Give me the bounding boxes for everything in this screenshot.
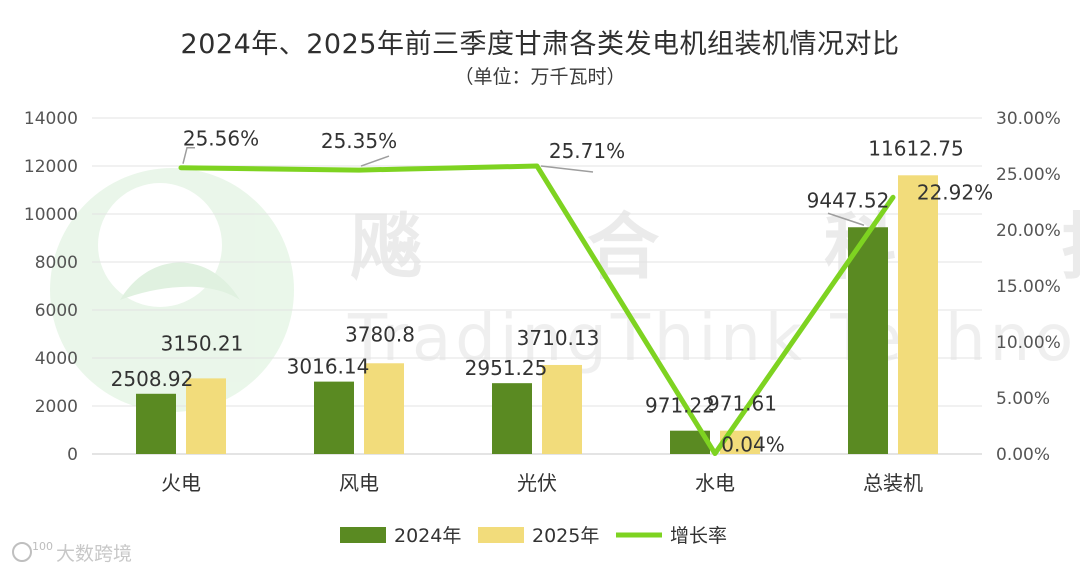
right-tick-label: 0.00%	[996, 445, 1050, 465]
left-tick-label: 4000	[35, 349, 78, 369]
left-tick-label: 2000	[35, 397, 78, 417]
category-label-水电: 水电	[695, 471, 735, 495]
bar-2024年-水电[interactable]	[670, 430, 710, 454]
corner-watermark: 100 大数跨境	[12, 540, 132, 565]
growth-label-风电: 25.35%	[321, 129, 397, 153]
growth-label-总装机: 22.92%	[917, 180, 993, 204]
legend-swatch-2024	[340, 527, 386, 543]
category-label-风电: 风电	[339, 471, 379, 495]
watermark: 飚 合 科 技 TradingThink Technology	[50, 168, 1080, 412]
bar-label-2024年-水电: 971.22	[645, 394, 715, 418]
bar-2025年-总装机[interactable]	[898, 175, 938, 454]
leader-line-wind-growth	[360, 155, 390, 167]
leader-line-total-2024	[827, 212, 865, 226]
right-tick-label: 5.00%	[996, 389, 1050, 409]
left-axis: 0 2000 4000 6000 8000 10000 12000 14000	[24, 109, 78, 465]
bar-2024年-风电[interactable]	[314, 381, 354, 454]
bar-label-2025年-总装机: 11612.75	[868, 136, 963, 160]
category-label-光伏: 光伏	[517, 471, 557, 495]
legend-swatch-2025	[478, 527, 524, 543]
left-tick-label: 12000	[24, 157, 78, 177]
left-tick-label: 6000	[35, 301, 78, 321]
leader-line-solar-growth	[540, 165, 594, 173]
category-labels: 火电 风电 光伏 水电 总装机	[161, 471, 923, 495]
bar-label-2025年-光伏: 3710.13	[517, 326, 600, 350]
bar-2024年-光伏[interactable]	[492, 383, 532, 454]
bar-label-2024年-火电: 2508.92	[111, 367, 194, 391]
bar-label-2025年-火电: 3150.21	[161, 331, 244, 355]
right-tick-label: 10.00%	[996, 333, 1061, 353]
data-labels: 2508.92 3016.14 2951.25 971.22 9447.52 3150.2…	[111, 127, 993, 457]
bar-2025年-水电[interactable]	[720, 430, 760, 454]
bar-2024年-火电[interactable]	[136, 393, 176, 454]
category-label-总装机: 总装机	[863, 471, 923, 495]
bar-label-2024年-风电: 3016.14	[287, 355, 370, 379]
legend-item-2025[interactable]: 2025年	[478, 525, 599, 547]
corner-logo-icon	[12, 542, 32, 562]
corner-badge: 100	[32, 540, 53, 553]
bar-2024年-总装机[interactable]	[848, 227, 888, 454]
bar-label-2025年-水电: 971.61	[707, 392, 777, 416]
legend-item-2024[interactable]: 2024年	[340, 525, 461, 547]
leader-line-fire-growth	[182, 146, 195, 164]
legend: 2024年 2025年 增长率	[340, 525, 727, 547]
legend-item-growth[interactable]: 增长率	[616, 525, 727, 547]
right-axis: 0.00% 5.00% 10.00% 15.00% 20.00% 25.00% 30.00%	[996, 109, 1061, 465]
legend-label-2025: 2025年	[532, 525, 599, 547]
category-label-火电: 火电	[161, 471, 201, 495]
right-tick-label: 15.00%	[996, 277, 1061, 297]
growth-label-光伏: 25.71%	[549, 139, 625, 163]
right-tick-label: 20.00%	[996, 221, 1061, 241]
legend-label-2024: 2024年	[394, 525, 461, 547]
bar-2025年-火电[interactable]	[186, 378, 226, 454]
bars	[136, 175, 938, 454]
growth-line-series	[178, 163, 896, 457]
bar-label-2024年-光伏: 2951.25	[465, 356, 548, 380]
right-tick-label: 30.00%	[996, 109, 1061, 129]
left-tick-label: 14000	[24, 109, 78, 129]
watermark-en: TradingThink Technology	[347, 302, 1080, 376]
chart-title: 2024年、2025年前三季度甘肃各类发电机组装机情况对比	[180, 29, 900, 60]
bar-2025年-光伏[interactable]	[542, 364, 582, 454]
bar-label-2025年-风电: 3780.8	[345, 322, 415, 346]
left-tick-label: 10000	[24, 205, 78, 225]
bar-label-2024年-总装机: 9447.52	[807, 188, 890, 212]
chart-subtitle: （单位：万千瓦时）	[454, 66, 626, 88]
bar-2025年-风电[interactable]	[364, 363, 404, 454]
legend-label-growth: 增长率	[670, 525, 727, 547]
left-tick-label: 0	[67, 445, 78, 465]
watermark-cn: 飚 合 科 技	[350, 205, 1080, 289]
corner-watermark-text: 大数跨境	[56, 543, 132, 565]
growth-label-水电: 0.04%	[721, 433, 785, 457]
growth-label-火电: 25.56%	[183, 127, 259, 151]
left-tick-label: 8000	[35, 253, 78, 273]
right-tick-label: 25.00%	[996, 165, 1061, 185]
